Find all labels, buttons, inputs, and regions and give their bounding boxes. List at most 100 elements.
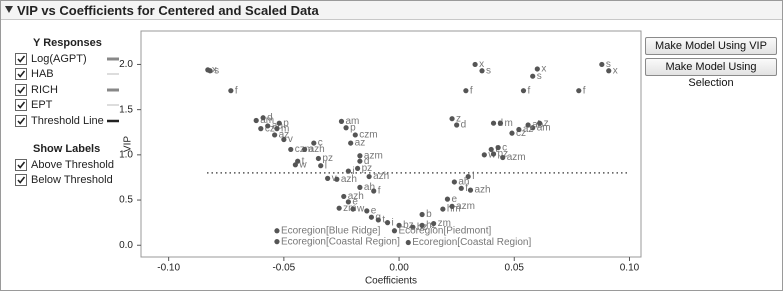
point	[368, 214, 375, 220]
point	[520, 88, 527, 94]
point-label: azh	[348, 191, 364, 202]
point-label: l	[325, 160, 327, 171]
check-icon	[17, 55, 26, 63]
point-label: Ecoregion[Piedmont]	[398, 225, 491, 236]
x-tick-label: -0.05	[272, 263, 295, 274]
checkbox[interactable]	[15, 174, 27, 187]
point	[534, 66, 540, 72]
vip-button[interactable]: Make Model Using VIP	[645, 37, 777, 55]
point-label: m	[281, 123, 289, 134]
point	[311, 140, 317, 146]
line-swatch	[107, 88, 119, 92]
checkbox[interactable]	[15, 83, 27, 96]
x-tick-label: 0.10	[620, 263, 640, 274]
point-label: x	[212, 65, 217, 76]
label-option: Above Threshold	[31, 158, 114, 171]
point	[490, 151, 497, 157]
checkbox[interactable]	[15, 114, 27, 127]
point	[357, 153, 363, 159]
response-label: RICH	[31, 83, 58, 96]
point-label: Ecoregion[Coastal Region]	[281, 236, 400, 247]
point	[341, 193, 347, 200]
point	[350, 206, 356, 212]
x-tick-label: -0.10	[157, 263, 180, 274]
point-label: zm	[438, 218, 451, 229]
point	[265, 123, 271, 129]
point-label: b	[426, 209, 432, 220]
point	[405, 239, 411, 246]
point	[458, 185, 464, 191]
panel-title: Y Responses	[33, 37, 102, 49]
point-label: am	[537, 122, 551, 133]
check-mark	[17, 70, 26, 79]
point-label: azm	[456, 201, 475, 212]
point	[288, 146, 294, 153]
check-icon	[17, 70, 26, 79]
point-label: ab	[272, 121, 284, 132]
point	[276, 120, 282, 126]
point	[391, 228, 398, 234]
point-label: hm	[447, 204, 461, 215]
point	[497, 120, 504, 126]
check-icon	[17, 161, 26, 169]
y-tick-label: 0.0	[119, 240, 133, 251]
point	[228, 88, 234, 94]
response-row: Threshold Line	[15, 113, 119, 129]
point-label: s	[214, 65, 219, 76]
outline-header[interactable]: VIP vs Coefficients for Centered and Sca…	[1, 1, 782, 20]
point	[301, 146, 308, 153]
point-label: cz	[265, 123, 275, 134]
x-tick-label: 0.00	[389, 263, 409, 274]
point-label: zm	[343, 203, 356, 214]
checkbox[interactable]	[15, 52, 27, 65]
point-label: d	[461, 120, 467, 131]
point-label: az	[523, 124, 534, 135]
checkbox[interactable]	[15, 68, 27, 81]
panel-title: Show Labels	[33, 143, 101, 155]
point	[449, 116, 455, 122]
point-label: az	[279, 130, 290, 141]
point-label: bz	[403, 220, 414, 231]
point-label: am	[260, 115, 274, 126]
point	[343, 125, 349, 131]
point-label: e	[451, 194, 457, 205]
point-label: e	[371, 206, 377, 217]
point-label: w	[298, 159, 307, 170]
point-label: z	[456, 113, 461, 124]
point-label: azm	[507, 152, 526, 163]
y-tick-label: 0.5	[119, 195, 133, 206]
point-label: f	[527, 85, 530, 96]
point-label: t	[382, 215, 385, 226]
point	[281, 136, 287, 143]
point	[500, 154, 506, 161]
check-icon	[17, 86, 26, 94]
point-label: f	[465, 183, 468, 194]
point-label: i	[472, 171, 474, 182]
response-row: HAB	[15, 67, 119, 83]
point	[375, 217, 381, 223]
point	[481, 152, 487, 158]
point	[345, 168, 351, 174]
point	[348, 140, 354, 146]
y-responses-panel: Y Responses Log(AGPT) HAB RICH EPT Threshold…	[15, 37, 119, 129]
point	[516, 126, 522, 133]
point	[495, 145, 501, 151]
point-label: ah	[364, 182, 375, 193]
response-label: HAB	[31, 68, 54, 81]
point-label: f	[235, 85, 238, 96]
checkbox[interactable]	[15, 99, 27, 112]
checkbox[interactable]	[15, 158, 27, 171]
point	[272, 132, 278, 138]
point	[357, 184, 363, 190]
point	[449, 203, 455, 209]
point-label: s	[606, 59, 611, 70]
point	[440, 206, 446, 212]
selection-button[interactable]: Make Model Using Selection	[645, 58, 777, 89]
point-label: c	[318, 138, 323, 149]
point	[260, 115, 266, 121]
point-label: hz	[426, 220, 437, 231]
disclosure-icon[interactable]	[5, 6, 13, 13]
point-label: czm	[359, 130, 377, 141]
